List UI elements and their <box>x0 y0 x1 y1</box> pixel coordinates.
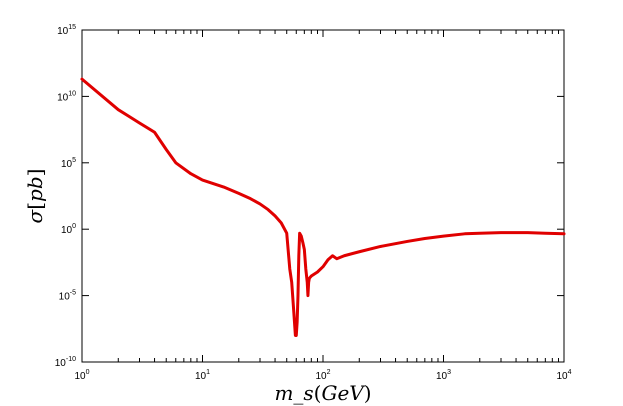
x-tick-label-base: 10 <box>195 371 207 382</box>
x-tick-label: 101 <box>195 369 210 382</box>
x-tick-label-exponent: 0 <box>86 369 90 376</box>
x-tick-label-base: 10 <box>556 371 568 382</box>
y-tick-label-base: 10 <box>57 92 69 103</box>
y-tick-label-exponent: -5 <box>70 290 76 297</box>
y-tick-label-base: 10 <box>59 292 71 303</box>
y-tick-label: 100 <box>61 223 76 236</box>
x-tick-label-exponent: 4 <box>568 369 572 376</box>
y-tick-label-exponent: 0 <box>72 223 76 230</box>
y-tick-label-exponent: 10 <box>68 90 76 97</box>
y-tick-label: 1010 <box>57 90 76 103</box>
x-tick-label-base: 10 <box>436 371 448 382</box>
x-tick-label-exponent: 2 <box>327 369 331 376</box>
y-tick-label-exponent: -10 <box>66 356 76 363</box>
y-axis-label: σ[pb] <box>23 169 47 224</box>
y-tick-label: 10-5 <box>59 290 76 303</box>
x-tick-label-base: 10 <box>315 371 327 382</box>
x-tick-label: 100 <box>74 369 89 382</box>
y-tick-label-exponent: 5 <box>72 157 76 164</box>
y-tick-label-exponent: 15 <box>68 24 76 31</box>
x-tick-label-exponent: 1 <box>206 369 210 376</box>
plot-frame <box>81 29 565 363</box>
x-tick-label: 102 <box>315 369 330 382</box>
y-tick-label: 10-10 <box>55 356 76 369</box>
y-tick-label: 1015 <box>57 24 76 37</box>
x-tick-label-base: 10 <box>74 371 86 382</box>
x-axis-label: m_s(GeV) <box>274 381 371 405</box>
y-tick-label-base: 10 <box>61 225 73 236</box>
x-tick-label: 104 <box>556 369 571 382</box>
x-tick-label: 103 <box>436 369 451 382</box>
tick-marks <box>81 29 565 363</box>
x-tick-label-exponent: 3 <box>447 369 451 376</box>
y-tick-label-base: 10 <box>61 159 73 170</box>
series-line <box>80 77 566 337</box>
y-tick-label-base: 10 <box>57 26 69 37</box>
y-tick-label: 105 <box>61 157 76 170</box>
y-tick-label-base: 10 <box>55 358 67 369</box>
